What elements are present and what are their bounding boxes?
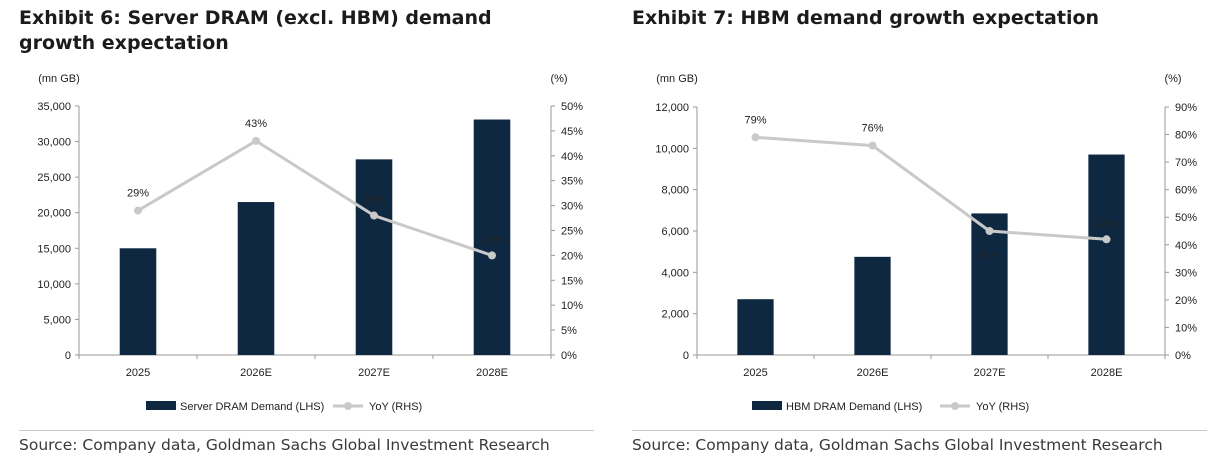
- right-axis-tick-label: 0%: [561, 350, 577, 362]
- yoy-line: [137, 139, 493, 257]
- x-axis-category-label: 2025: [743, 367, 767, 379]
- legend-line-label: YoY (RHS): [976, 401, 1029, 413]
- exhibit-7-source-divider: [632, 430, 1207, 431]
- left-axis-tick-label: 10,000: [37, 279, 71, 291]
- bar-2027e: [355, 159, 393, 355]
- right-axis-tick-label: 45%: [561, 126, 583, 138]
- left-axis-tick-label: 4,000: [661, 267, 689, 279]
- left-axis-unit-label: (mn GB): [656, 73, 698, 85]
- legend-bar-label: HBM DRAM Demand (LHS): [786, 401, 922, 413]
- yoy-point: [868, 141, 877, 150]
- bar-2026e: [237, 202, 275, 355]
- yoy-data-label: 76%: [861, 123, 883, 135]
- yoy-point: [252, 136, 260, 145]
- right-axis-tick-label: 40%: [561, 151, 583, 163]
- left-axis-tick-label: 8,000: [661, 185, 689, 197]
- bar-2026e: [854, 256, 891, 355]
- left-axis-tick-label: 0: [683, 350, 689, 362]
- yoy-line: [755, 135, 1107, 241]
- exhibit-6-source: Source: Company data, Goldman Sachs Glob…: [19, 436, 550, 454]
- right-axis-tick-label: 60%: [1175, 185, 1197, 197]
- exhibit-6-panel: Exhibit 6: Server DRAM (excl. HBM) deman…: [19, 0, 599, 476]
- bar-2025: [737, 299, 774, 355]
- x-axis-category-label: 2026E: [857, 367, 889, 379]
- x-axis-category-label: 2028E: [1091, 367, 1123, 379]
- right-axis-unit-label: (%): [1164, 73, 1181, 85]
- right-axis-tick-label: 40%: [1175, 240, 1197, 252]
- legend-bar-swatch: [146, 401, 176, 410]
- legend-line-marker: [951, 402, 959, 410]
- right-axis-tick-label: 50%: [1175, 212, 1197, 224]
- bar-2028e: [1088, 154, 1125, 355]
- right-axis-tick-label: 20%: [1175, 295, 1197, 307]
- left-axis-tick-label: 20,000: [37, 208, 71, 220]
- right-axis-tick-label: 15%: [561, 275, 583, 287]
- right-axis-tick-label: 35%: [561, 176, 583, 188]
- right-axis-tick-label: 80%: [1175, 130, 1197, 142]
- left-axis-tick-label: 35,000: [37, 101, 71, 113]
- exhibit-7-chart: (mn GB) (%) 0 2,000 4,000 6,000 8,000 10,000 12,…: [655, 73, 1197, 413]
- yoy-data-label: 42%: [1095, 218, 1117, 230]
- yoy-point: [985, 227, 994, 235]
- right-axis-tick-label: 90%: [1175, 102, 1197, 114]
- legend-line-label: YoY (RHS): [369, 401, 422, 413]
- legend-bar-label: Server DRAM Demand (LHS): [180, 401, 324, 413]
- left-axis-tick-label: 25,000: [37, 172, 71, 184]
- exhibit-7-panel: Exhibit 7: HBM demand growth expectation…: [632, 0, 1217, 476]
- x-axis-category-label: 2026E: [240, 367, 272, 379]
- legend-line-marker: [344, 402, 352, 410]
- right-axis-tick-label: 5%: [561, 325, 577, 337]
- right-axis-tick-label: 70%: [1175, 157, 1197, 169]
- yoy-data-label: 28%: [363, 195, 385, 207]
- right-axis-unit-label: (%): [550, 73, 567, 85]
- exhibit-6-source-divider: [19, 430, 594, 431]
- left-axis-tick-label: 5,000: [43, 314, 71, 326]
- left-axis-tick-label: 30,000: [37, 137, 71, 149]
- right-axis-tick-label: 20%: [561, 250, 583, 262]
- yoy-data-label: 45%: [978, 250, 1000, 262]
- right-axis-tick-label: 10%: [1175, 322, 1197, 334]
- bar-2027e: [971, 213, 1008, 355]
- yoy-point: [751, 133, 760, 142]
- exhibit-6-chart: (mn GB) (%) 0 5,000 10,000 15,000 20,000 25,000…: [37, 73, 583, 413]
- yoy-data-label: 79%: [744, 114, 766, 126]
- left-axis-tick-label: 0: [65, 350, 71, 362]
- x-axis-category-label: 2027E: [358, 367, 390, 379]
- yoy-point: [370, 211, 378, 220]
- left-axis-tick-label: 12,000: [655, 102, 689, 114]
- right-axis-tick-label: 30%: [561, 201, 583, 213]
- right-axis-tick-label: 10%: [561, 300, 583, 312]
- bar-2028e: [473, 119, 511, 355]
- x-axis-category-label: 2025: [126, 367, 150, 379]
- x-axis-category-label: 2027E: [974, 367, 1006, 379]
- yoy-data-label: 43%: [245, 118, 267, 130]
- right-axis-tick-label: 30%: [1175, 267, 1197, 279]
- bar-2025: [119, 248, 157, 355]
- exhibit-6-title: Exhibit 6: Server DRAM (excl. HBM) deman…: [19, 7, 492, 54]
- exhibit-7-title: Exhibit 7: HBM demand growth expectation: [632, 7, 1100, 29]
- left-axis-tick-label: 10,000: [655, 143, 689, 155]
- yoy-data-label: 20%: [481, 234, 503, 246]
- yoy-point: [488, 251, 496, 260]
- yoy-point: [1102, 235, 1111, 244]
- x-axis-category-label: 2028E: [476, 367, 508, 379]
- left-axis-tick-label: 15,000: [37, 243, 71, 255]
- right-axis-tick-label: 50%: [561, 101, 583, 113]
- legend-bar-swatch: [752, 401, 782, 410]
- yoy-data-label: 29%: [127, 188, 149, 200]
- right-axis-tick-label: 25%: [561, 226, 583, 238]
- left-axis-tick-label: 2,000: [661, 309, 689, 321]
- exhibit-7-source: Source: Company data, Goldman Sachs Glob…: [632, 436, 1163, 454]
- left-axis-tick-label: 6,000: [661, 226, 689, 238]
- left-axis-unit-label: (mn GB): [38, 73, 80, 85]
- yoy-point: [134, 206, 142, 215]
- right-axis-tick-label: 0%: [1175, 350, 1191, 362]
